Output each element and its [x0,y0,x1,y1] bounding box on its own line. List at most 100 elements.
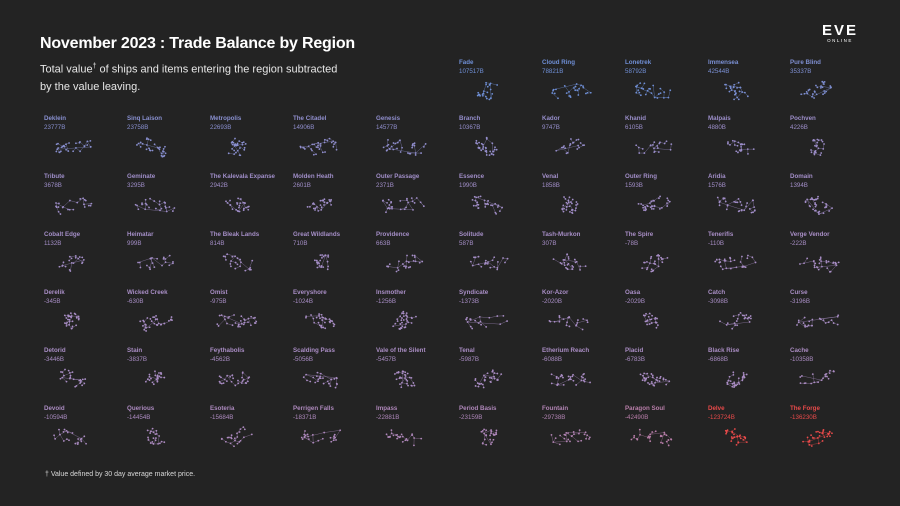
map-system [566,202,569,205]
region-value-great-wildlands: 710B [293,240,307,247]
map-link [393,323,407,327]
map-system [324,327,327,330]
map-system [485,429,488,432]
map-system [563,207,565,210]
region-value-stain: -3837B [127,356,147,363]
map-system [234,137,236,140]
map-system [823,92,826,94]
region-cell-fountain: Fountain-29738B [542,405,591,446]
map-system [580,375,583,378]
map-system [312,153,315,156]
region-cell-tenerifis: Tenerifis-110B [708,231,757,271]
map-system [84,378,87,380]
map-system [58,151,61,154]
map-system [500,373,503,376]
region-name-the-forge: The Forge [790,405,820,412]
map-link [77,198,84,203]
map-system [580,439,583,442]
map-system [567,438,570,441]
region-map-devoid [53,428,87,445]
map-system [321,151,324,154]
map-system [658,142,661,145]
map-system [406,372,409,375]
map-system [650,373,653,375]
map-system [310,314,312,316]
map-system [502,314,505,317]
map-system [242,436,245,439]
map-system [413,444,415,447]
map-system [652,207,655,210]
map-system [406,199,408,201]
map-system [586,319,588,322]
map-link [79,145,85,152]
map-system [814,205,817,208]
map-system [491,259,494,262]
map-link [414,255,423,262]
map-link [564,254,568,261]
map-system [149,442,152,444]
map-system [823,143,825,145]
map-system [315,153,317,156]
map-system [408,376,411,379]
region-map-aridia [716,196,756,214]
map-system [231,324,234,327]
region-map-detorid [59,368,87,388]
map-system [485,97,488,100]
map-system [232,377,235,380]
map-system [231,143,234,146]
map-system [480,382,483,385]
map-link [803,258,808,264]
map-system [244,269,247,272]
map-system [828,372,831,375]
region-map-kor-azor [548,315,589,331]
region-name-detorid: Detorid [44,347,66,354]
map-system [639,82,642,84]
map-system [730,440,733,443]
region-map-outer-ring [637,195,671,212]
map-system [552,258,555,260]
map-system [75,324,78,327]
map-system [653,147,655,150]
map-system [475,139,478,142]
map-system [388,204,391,206]
map-system [332,439,335,442]
map-system [648,87,650,90]
map-system [821,86,824,89]
region-name-outer-passage: Outer Passage [376,173,420,180]
map-system [324,321,326,324]
region-value-period-basis: -23159B [459,414,482,421]
map-system [329,319,332,322]
map-system [155,433,158,435]
map-system [650,270,653,273]
map-system [319,317,321,320]
map-system [162,257,165,260]
map-link [145,209,167,212]
map-system [395,434,398,437]
map-system [326,260,329,263]
map-system [160,154,163,157]
map-system [421,260,424,263]
map-system [137,208,140,211]
map-system [640,87,643,90]
map-system [745,373,748,376]
map-system [564,198,567,200]
region-cell-everyshore: Everyshore-1024B [293,289,336,330]
map-system [668,380,671,383]
map-system [496,206,499,208]
map-link [809,443,819,446]
map-system [217,325,220,327]
map-system [84,199,87,202]
map-system [718,261,721,264]
map-system [87,204,90,207]
map-system [824,375,827,378]
map-system [168,264,171,267]
region-map-etherium-reach [550,373,591,387]
map-system [638,91,641,94]
map-system [399,315,402,318]
map-link [651,205,662,209]
map-system [482,90,485,93]
map-system [586,91,589,94]
map-system [495,429,498,432]
